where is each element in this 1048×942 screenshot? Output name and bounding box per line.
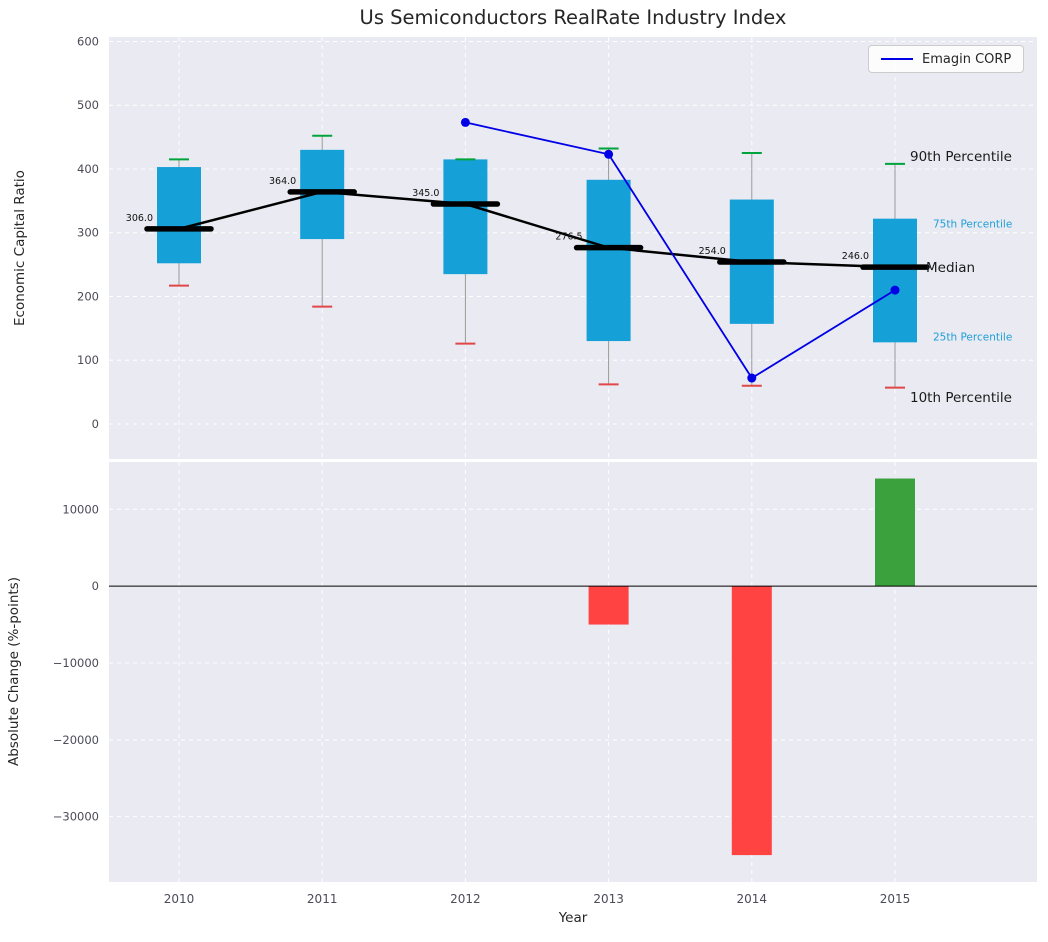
iqr-box-2015 <box>873 218 917 343</box>
svg-text:200: 200 <box>77 289 99 303</box>
iqr-box-2013 <box>586 179 631 342</box>
annotation-75th-percentile: 75th Percentile <box>933 219 1012 231</box>
change-bar-2013 <box>588 586 629 625</box>
median-value-label-2010: 306.0 <box>126 213 153 224</box>
svg-text:−30000: −30000 <box>53 810 99 824</box>
median-value-label-2014: 254.0 <box>699 246 726 257</box>
legend-line-swatch <box>881 58 913 60</box>
legend-label: Emagin CORP <box>922 51 1012 67</box>
legend: Emagin CORP <box>868 45 1025 73</box>
svg-text:−20000: −20000 <box>53 733 99 747</box>
median-value-label-2015: 246.0 <box>842 251 869 262</box>
annotation-median: Median <box>926 260 975 276</box>
median-value-label-2012: 345.0 <box>412 188 439 199</box>
svg-text:2010: 2010 <box>164 892 195 906</box>
svg-text:600: 600 <box>77 34 99 48</box>
emagin-line <box>465 121 896 380</box>
svg-text:−10000: −10000 <box>53 656 99 670</box>
chart-title: Us Semiconductors RealRate Industry Inde… <box>359 6 787 29</box>
bottom-y-axis-label: Absolute Change (%-points) <box>6 577 22 767</box>
svg-text:2012: 2012 <box>450 892 481 906</box>
svg-text:0: 0 <box>92 417 99 431</box>
iqr-box-2010 <box>157 167 201 264</box>
change-bar-2015 <box>875 478 915 587</box>
x-ticks: 2010 2011 2012 2013 2014 2015 <box>164 892 911 906</box>
svg-text:500: 500 <box>77 98 99 112</box>
median-value-label-2011: 364.0 <box>269 176 296 187</box>
change-bar-2014 <box>731 586 772 856</box>
iqr-box-2012 <box>443 159 488 275</box>
svg-text:10000: 10000 <box>62 502 99 516</box>
emagin-marker-2014 <box>747 373 757 383</box>
annotation-90th-percentile: 90th Percentile <box>910 149 1012 165</box>
svg-text:2011: 2011 <box>307 892 338 906</box>
top-y-ticks: 0 100 200 300 400 500 600 <box>77 34 99 430</box>
bottom-y-ticks: 10000 0 −10000 −20000 −30000 <box>53 502 99 823</box>
x-axis-label: Year <box>558 910 588 926</box>
svg-text:2014: 2014 <box>737 892 768 906</box>
svg-text:100: 100 <box>77 353 99 367</box>
svg-text:300: 300 <box>77 226 99 240</box>
svg-text:2013: 2013 <box>593 892 624 906</box>
emagin-marker-2013 <box>604 149 614 159</box>
top-y-axis-label: Economic Capital Ratio <box>12 170 28 326</box>
svg-text:2015: 2015 <box>880 892 911 906</box>
emagin-marker-2012 <box>460 117 470 127</box>
emagin-marker-2015 <box>890 285 900 295</box>
median-value-label-2013: 276.5 <box>555 232 582 243</box>
annotation-10th-percentile: 10th Percentile <box>910 390 1012 406</box>
annotation-25th-percentile: 25th Percentile <box>933 331 1012 343</box>
svg-text:0: 0 <box>92 579 99 593</box>
svg-text:400: 400 <box>77 162 99 176</box>
